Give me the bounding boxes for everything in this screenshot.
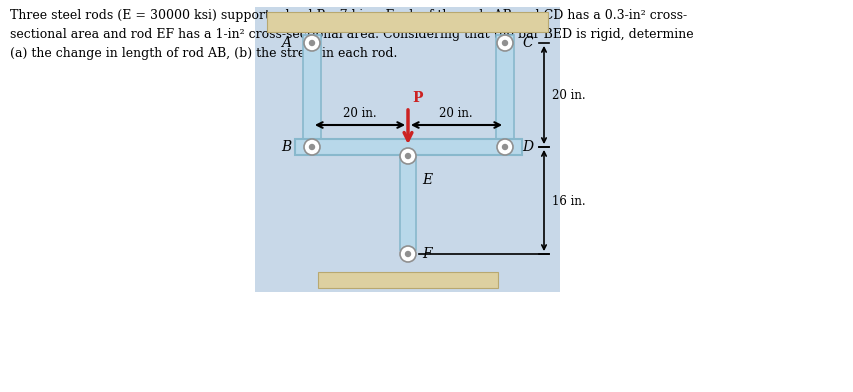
Text: F: F [421,247,431,261]
Text: B: B [281,140,291,154]
Text: Three steel rods (E = 30000 ksi) support a load P= 7 kips. Each of the rods AB a: Three steel rods (E = 30000 ksi) support… [10,9,693,60]
Text: E: E [421,173,432,187]
Circle shape [496,35,513,51]
Circle shape [304,139,320,155]
Text: A: A [281,36,291,50]
Circle shape [496,139,513,155]
Circle shape [304,35,320,51]
Bar [303,35,321,139]
Bar [294,139,521,155]
Bar [399,155,415,250]
Bar [267,12,548,32]
Text: 20 in.: 20 in. [438,107,473,120]
Circle shape [399,148,415,164]
Circle shape [405,154,410,158]
Text: D: D [521,140,532,154]
Text: C: C [521,36,532,50]
Text: 20 in.: 20 in. [551,89,585,102]
Text: 16 in.: 16 in. [551,194,585,207]
Circle shape [309,145,314,149]
Bar [317,272,497,288]
Circle shape [309,40,314,45]
Circle shape [502,40,507,45]
Text: P: P [411,91,422,105]
Circle shape [405,252,410,256]
Bar [255,7,560,292]
Circle shape [399,246,415,262]
Text: 20 in.: 20 in. [343,107,376,120]
Circle shape [502,145,507,149]
Bar [496,35,514,139]
